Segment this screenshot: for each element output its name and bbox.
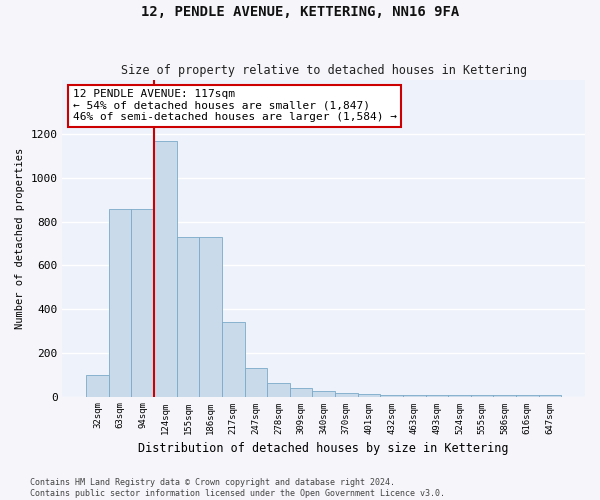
- X-axis label: Distribution of detached houses by size in Kettering: Distribution of detached houses by size …: [139, 442, 509, 455]
- Bar: [222, 322, 245, 396]
- Bar: [245, 368, 267, 396]
- Bar: [267, 384, 290, 396]
- Text: Contains HM Land Registry data © Crown copyright and database right 2024.
Contai: Contains HM Land Registry data © Crown c…: [30, 478, 445, 498]
- Bar: [335, 394, 358, 396]
- Bar: [290, 388, 313, 396]
- Y-axis label: Number of detached properties: Number of detached properties: [15, 148, 25, 328]
- Bar: [199, 237, 222, 396]
- Bar: [358, 394, 380, 396]
- Bar: [313, 391, 335, 396]
- Title: Size of property relative to detached houses in Kettering: Size of property relative to detached ho…: [121, 64, 527, 77]
- Bar: [176, 237, 199, 396]
- Bar: [154, 141, 176, 397]
- Bar: [86, 374, 109, 396]
- Bar: [131, 208, 154, 396]
- Text: 12 PENDLE AVENUE: 117sqm
← 54% of detached houses are smaller (1,847)
46% of sem: 12 PENDLE AVENUE: 117sqm ← 54% of detach…: [73, 89, 397, 122]
- Text: 12, PENDLE AVENUE, KETTERING, NN16 9FA: 12, PENDLE AVENUE, KETTERING, NN16 9FA: [141, 5, 459, 19]
- Bar: [109, 208, 131, 396]
